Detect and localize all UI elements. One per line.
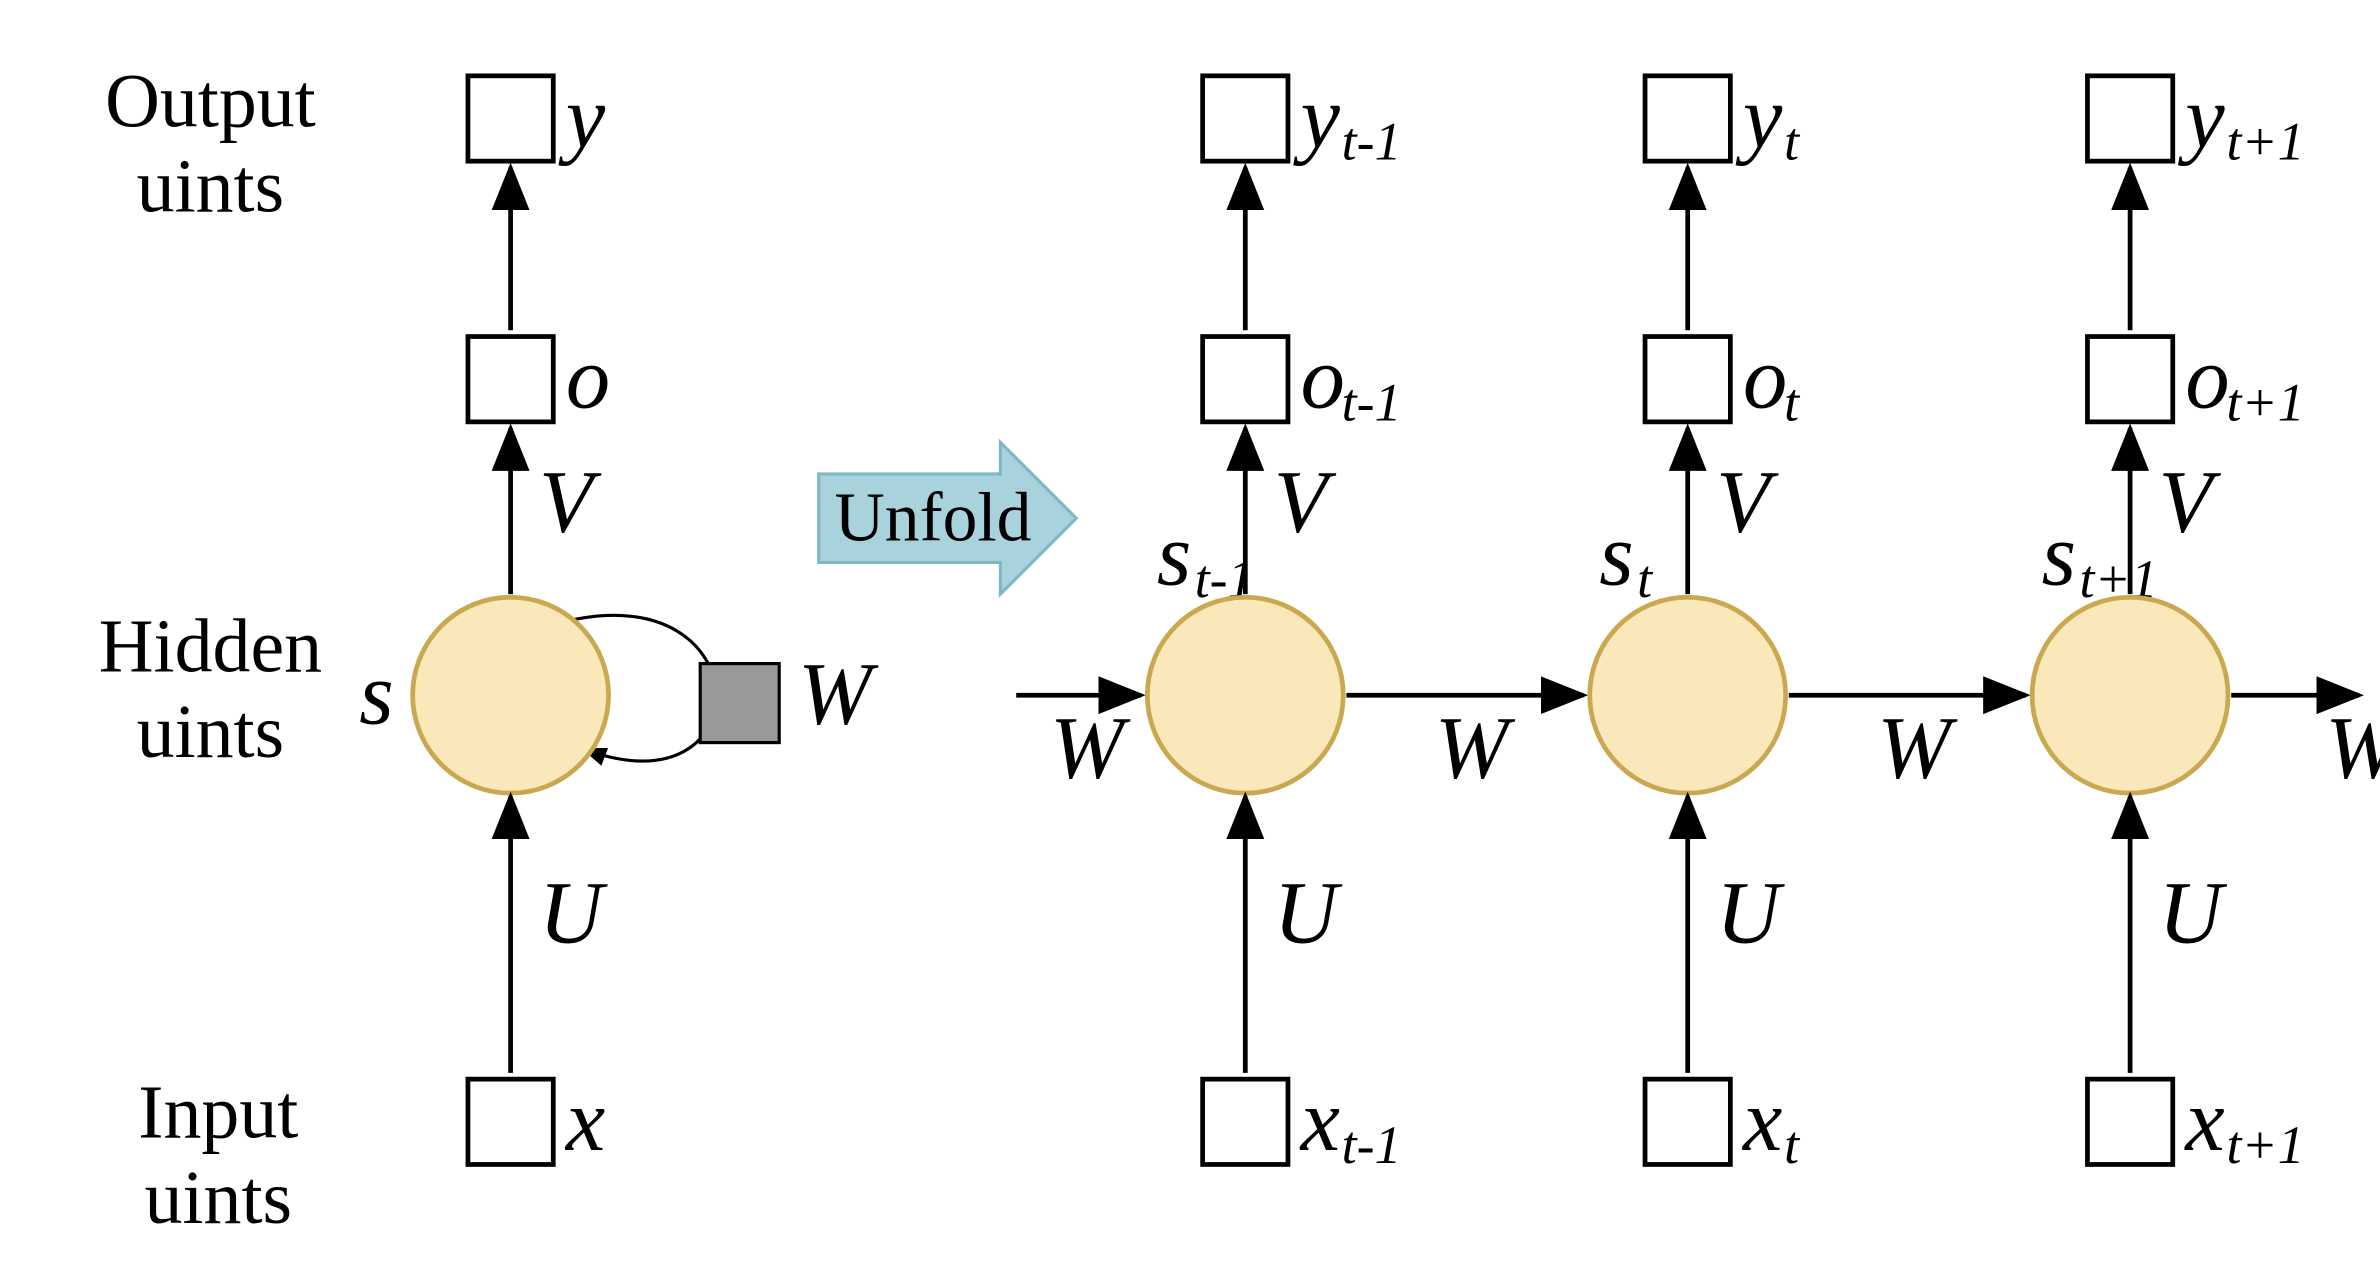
svg-text:Hidden: Hidden — [99, 605, 322, 689]
svg-text:y: y — [1293, 69, 1341, 167]
svg-text:y: y — [2177, 69, 2225, 167]
s-t+1: st+1 — [2042, 507, 2158, 610]
svg-text:W: W — [2325, 699, 2380, 797]
svg-text:Input: Input — [138, 1071, 298, 1155]
svg-text:t: t — [1637, 549, 1653, 609]
x-t+1: xt+1 — [2183, 1072, 2304, 1175]
svg-text:x: x — [1299, 1072, 1340, 1170]
V-label: V — [539, 454, 602, 552]
svg-text:t-1: t-1 — [1342, 112, 1402, 172]
svg-text:s: s — [1599, 507, 1633, 605]
o-t+1: ot+1 — [2185, 330, 2304, 433]
U-label: U — [539, 864, 608, 962]
svg-text:uints: uints — [145, 1156, 292, 1240]
o-t: ot — [1743, 330, 1800, 433]
y-t: yt — [1735, 69, 1800, 172]
unfold-label: Unfold — [835, 479, 1032, 556]
svg-text:t-1: t-1 — [1342, 372, 1402, 432]
svg-text:t-1: t-1 — [1342, 1115, 1402, 1175]
y-label: y — [558, 69, 606, 167]
svg-text:V: V — [1274, 454, 1337, 552]
svg-text:t: t — [1784, 1115, 1800, 1175]
svg-text:W: W — [1877, 699, 1958, 797]
s-label: s — [359, 646, 393, 744]
output-label: Outputuints — [105, 59, 316, 228]
svg-text:o: o — [1301, 330, 1345, 428]
y-t-1: yt-1 — [1293, 69, 1402, 172]
svg-text:o: o — [1743, 330, 1787, 428]
unfold-arrow: Unfold — [819, 442, 1077, 594]
svg-text:U: U — [2159, 864, 2228, 962]
svg-text:V: V — [2159, 454, 2222, 552]
s-t-1: st-1 — [1157, 507, 1255, 610]
s-t: st — [1599, 507, 1653, 610]
rnn-unfold-diagram: OutputuintsHiddenuintsInputuintsyosxVUWU… — [0, 0, 2380, 1264]
svg-text:s: s — [1157, 507, 1191, 605]
svg-text:uints: uints — [137, 690, 284, 774]
svg-text:o: o — [2185, 330, 2229, 428]
o-t-1: ot-1 — [1301, 330, 1402, 433]
svg-text:t+1: t+1 — [2226, 112, 2304, 172]
svg-text:W: W — [1050, 699, 1131, 797]
x-t-1: xt-1 — [1299, 1072, 1402, 1175]
svg-text:y: y — [1735, 69, 1783, 167]
svg-text:t+1: t+1 — [2226, 372, 2304, 432]
input-label: Inputuints — [138, 1071, 298, 1240]
svg-text:uints: uints — [137, 145, 284, 229]
svg-text:s: s — [2042, 507, 2076, 605]
svg-text:x: x — [1741, 1072, 1782, 1170]
o-label: o — [566, 330, 610, 428]
x-label: x — [564, 1072, 605, 1170]
hidden-label: Hiddenuints — [99, 605, 322, 774]
svg-text:U: U — [1716, 864, 1785, 962]
svg-text:U: U — [1274, 864, 1343, 962]
svg-text:x: x — [2183, 1072, 2224, 1170]
x-t: xt — [1741, 1072, 1800, 1175]
svg-text:W: W — [1435, 699, 1516, 797]
svg-text:t+1: t+1 — [2226, 1115, 2304, 1175]
svg-text:t: t — [1784, 112, 1800, 172]
svg-text:V: V — [1716, 454, 1779, 552]
W-label: W — [798, 646, 879, 744]
svg-text:Output: Output — [105, 59, 316, 143]
svg-text:t: t — [1784, 372, 1800, 432]
y-t+1: yt+1 — [2177, 69, 2304, 172]
folded-rnn: y o s x V U W — [359, 69, 879, 1170]
